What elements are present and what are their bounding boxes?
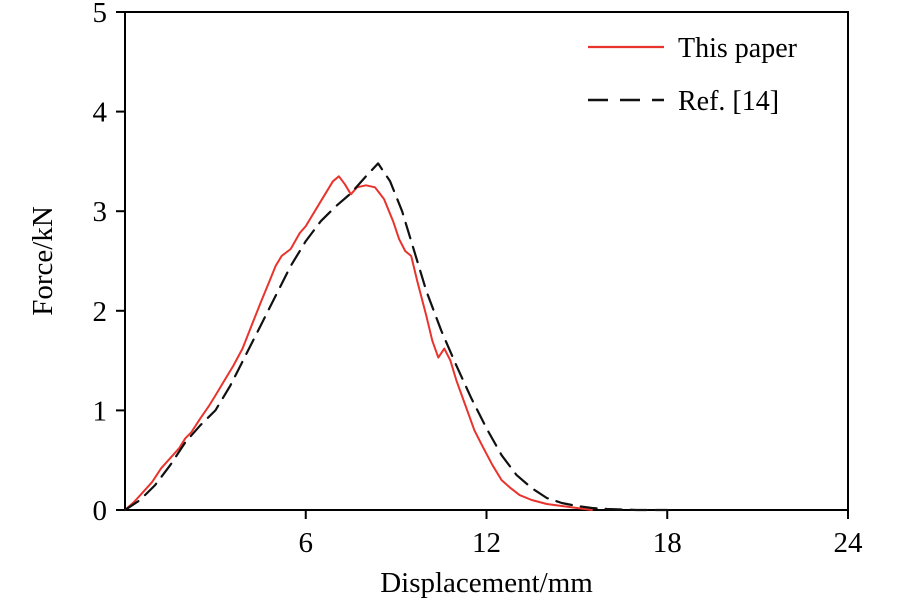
legend-label: Ref. [14] <box>678 86 779 117</box>
x-axis-title: Displacement/mm <box>380 567 593 599</box>
y-tick-label: 3 <box>93 196 108 228</box>
y-tick-label: 1 <box>93 395 108 427</box>
y-tick-label: 2 <box>93 296 108 328</box>
x-tick-label: 6 <box>299 527 314 559</box>
y-axis-title: Force/kN <box>27 206 59 316</box>
x-tick-label: 18 <box>653 527 682 559</box>
series-line-this-paper <box>124 175 593 511</box>
y-tick-label: 0 <box>93 495 108 527</box>
x-tick-label: 24 <box>834 527 864 559</box>
legend-label: This paper <box>678 33 798 64</box>
x-tick-label: 12 <box>472 527 501 559</box>
series-line-ref-14 <box>123 162 669 512</box>
y-tick-label: 4 <box>93 97 108 129</box>
y-tick-label: 5 <box>93 0 108 29</box>
